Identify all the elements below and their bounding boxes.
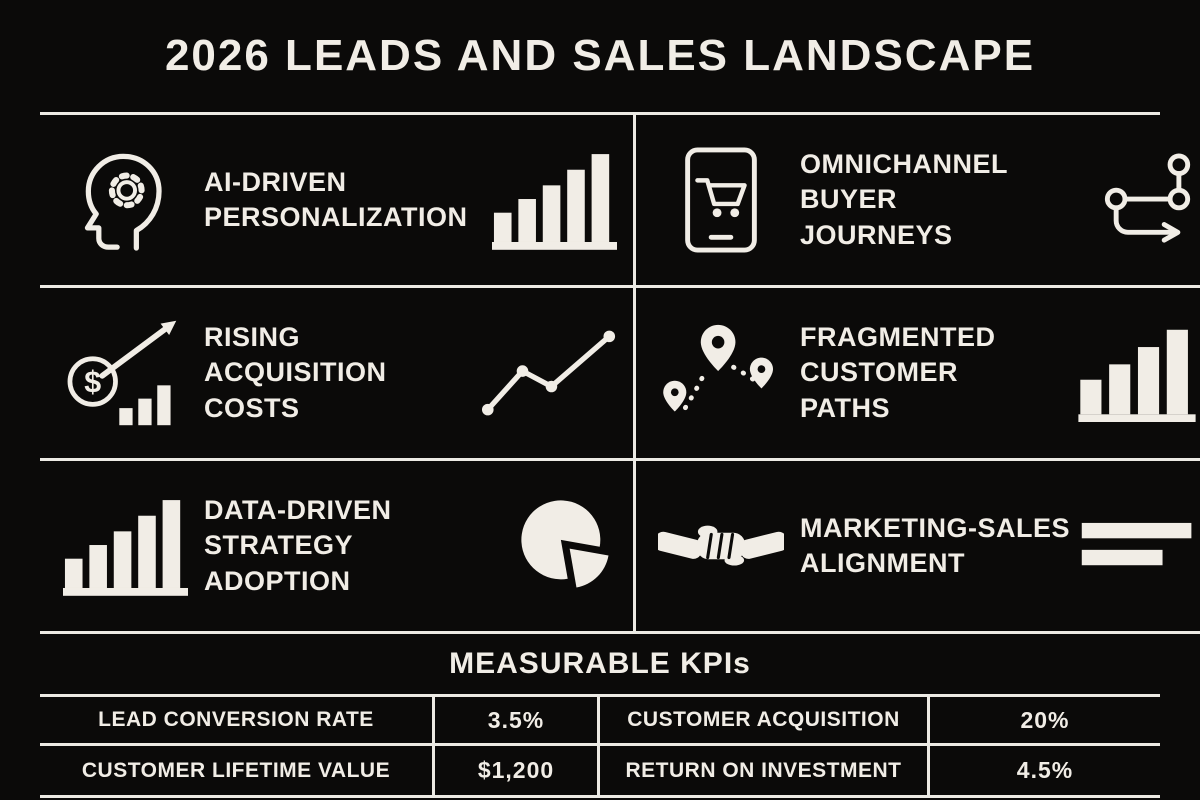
grid-cell-ai-personalization: AI-DRIVEN PERSONALIZATION	[40, 115, 636, 288]
trend-label: DATA-DRIVEN STRATEGY ADOPTION	[204, 495, 392, 596]
kpi-value: 4.5%	[1016, 757, 1074, 783]
grid-cell-data-strategy: DATA-DRIVEN STRATEGY ADOPTION	[40, 461, 636, 634]
kpi-label: LEAD CONVERSION RATE	[40, 697, 435, 746]
phone-cart-icon	[642, 147, 800, 253]
trend-label: AI-DRIVEN PERSONALIZATION	[204, 166, 468, 232]
kpi-heading: MEASURABLE KPIs	[449, 647, 751, 680]
kpi-label: RETURN ON INVESTMENT	[600, 746, 930, 795]
line-chart-icon	[482, 326, 617, 420]
topics-grid: AI-DRIVEN PERSONALIZATION	[40, 112, 1200, 634]
kpi-label: CUSTOMER LIFETIME VALUE	[40, 746, 435, 795]
trend-label: OMNICHANNEL BUYER JOURNEYS	[800, 149, 1008, 250]
kpi-value: $1,200	[435, 746, 600, 795]
grid-cell-omnichannel-journeys: OMNICHANNEL BUYER JOURNEYS	[636, 115, 1200, 288]
map-pins-icon	[642, 321, 800, 425]
horizontal-bars-icon	[1081, 521, 1196, 571]
trend-label: RISING ACQUISITION COSTS	[204, 322, 387, 423]
head-gear-icon	[46, 146, 204, 254]
dollar-symbol: $	[84, 366, 101, 399]
kpi-section: MEASURABLE KPIs LEAD CONVERSION RATE 3.5…	[40, 634, 1160, 798]
bar-chart-icon	[1078, 324, 1196, 422]
kpi-value: 20%	[930, 697, 1160, 746]
pie-chart-icon	[517, 496, 617, 596]
grid-cell-marketing-sales-alignment: MARKETING-SALES ALIGNMENT	[636, 461, 1200, 634]
journey-network-icon	[1101, 151, 1196, 249]
dollar-growth-icon: $	[46, 317, 204, 429]
trend-label: MARKETING-SALES ALIGNMENT	[800, 512, 1070, 578]
bar-chart-icon	[492, 150, 617, 250]
handshake-icon	[642, 507, 800, 585]
kpi-label: CUSTOMER ACQUISITION	[600, 697, 930, 746]
grid-cell-acquisition-costs: $ RISING ACQUISITION COSTS	[40, 288, 636, 461]
trend-label: FRAGMENTED CUSTOMER PATHS	[800, 322, 996, 423]
bar-chart-icon	[46, 496, 204, 596]
kpi-value: 3.5%	[435, 697, 600, 746]
kpi-table: LEAD CONVERSION RATE 3.5% CUSTOMER ACQUI…	[40, 694, 1160, 798]
page-title: 2026 LEADS AND SALES LANDSCAPE	[164, 31, 1036, 80]
grid-cell-customer-paths: FRAGMENTED CUSTOMER PATHS	[636, 288, 1200, 461]
